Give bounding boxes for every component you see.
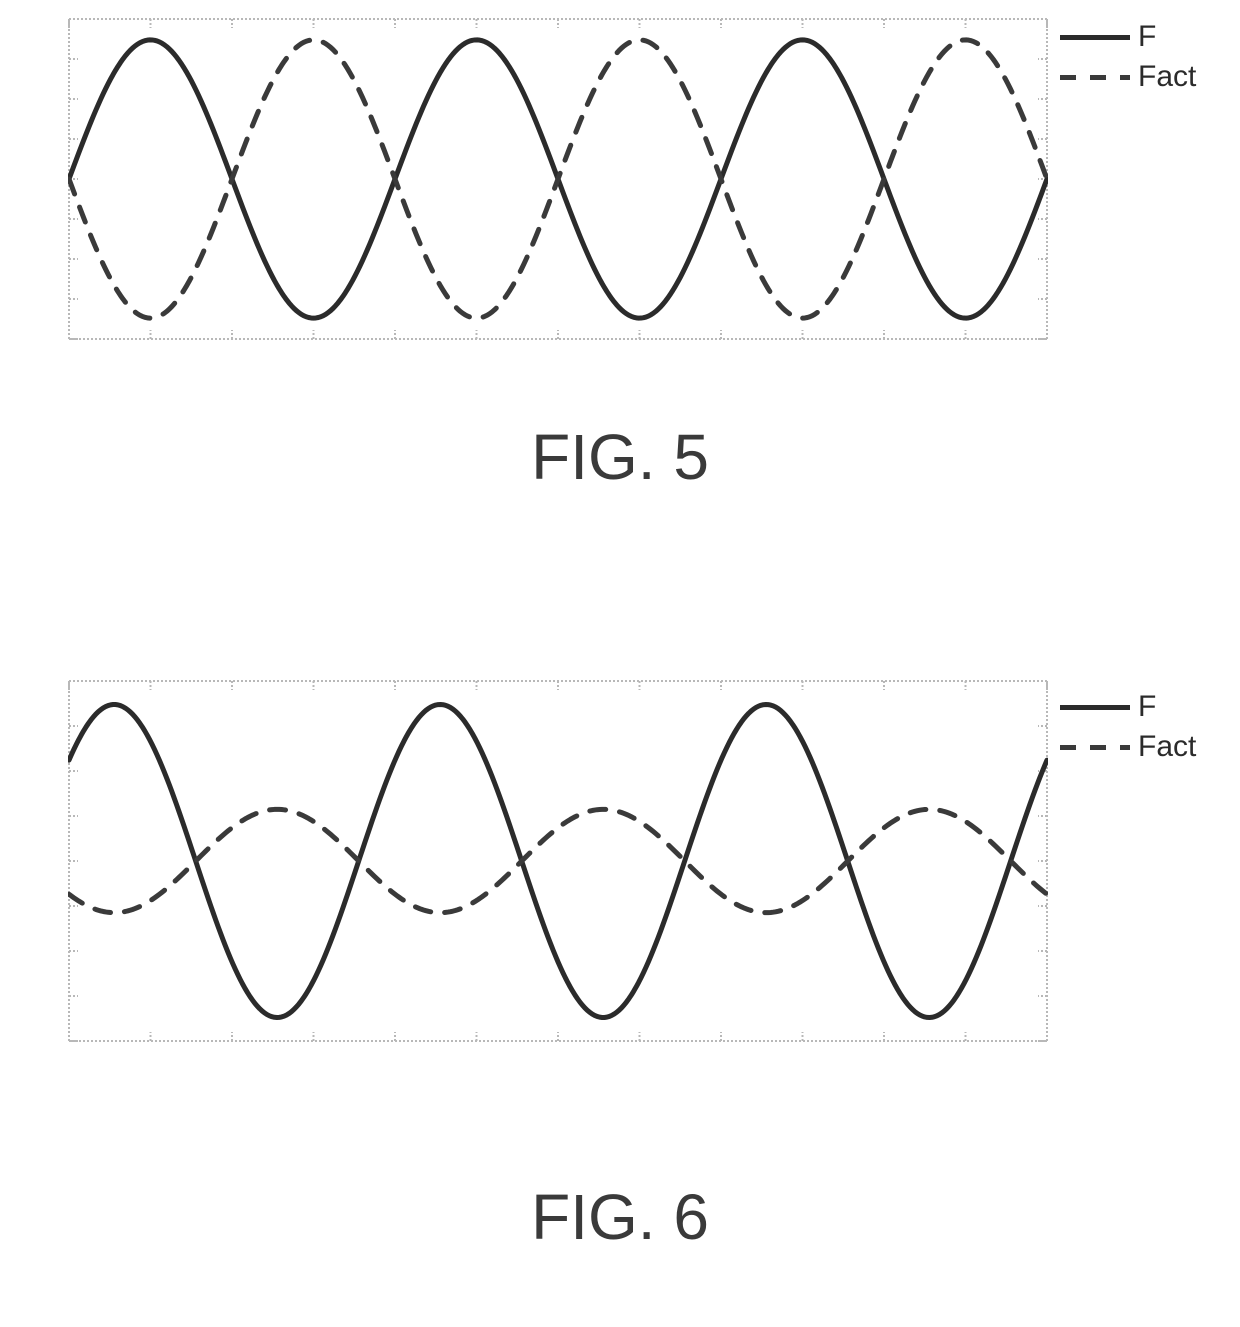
figure-6-caption: FIG. 6 (0, 1180, 1240, 1254)
legend-swatch-F (1060, 32, 1130, 43)
series-Fact (69, 809, 1047, 912)
figure-5-plot (68, 18, 1048, 340)
figure-6-plot (68, 680, 1048, 1042)
legend-item-F: F (1060, 690, 1196, 724)
figure-5-caption: FIG. 5 (0, 420, 1240, 494)
legend-item-Fact: Fact (1060, 730, 1196, 764)
plot-frame (69, 681, 1047, 1041)
legend-label-Fact: Fact (1138, 60, 1196, 94)
legend-item-Fact: Fact (1060, 60, 1196, 94)
legend-label-F: F (1138, 690, 1156, 724)
legend-swatch-Fact (1060, 72, 1130, 83)
legend-label-Fact: Fact (1138, 730, 1196, 764)
figure-6-legend: F Fact (1060, 690, 1196, 770)
legend-swatch-Fact (1060, 742, 1130, 753)
series-F (69, 704, 1047, 1017)
figure-5-legend: F Fact (1060, 20, 1196, 100)
legend-swatch-F (1060, 702, 1130, 713)
legend-item-F: F (1060, 20, 1196, 54)
legend-label-F: F (1138, 20, 1156, 54)
series-Fact (69, 40, 1047, 318)
